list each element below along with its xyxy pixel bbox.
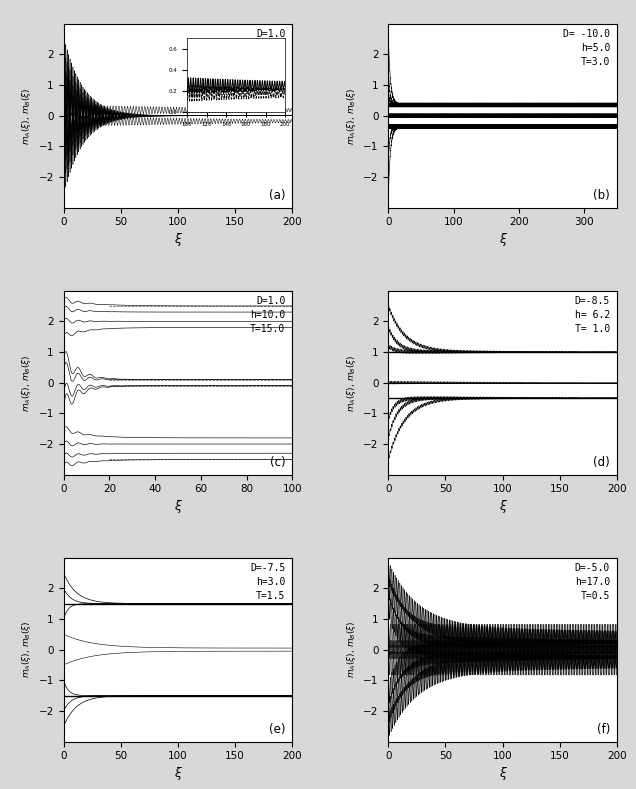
Text: D=-8.5
h= 6.2
T= 1.0: D=-8.5 h= 6.2 T= 1.0 [575,296,610,334]
Text: (a): (a) [269,189,286,202]
X-axis label: ξ: ξ [499,500,506,513]
X-axis label: ξ: ξ [499,233,506,246]
Text: D=-7.5
h=3.0
T=1.5: D=-7.5 h=3.0 T=1.5 [250,563,286,601]
Text: (f): (f) [597,724,610,736]
Text: (c): (c) [270,456,286,469]
Y-axis label: $m_A(\xi)$, $m_B(\xi)$: $m_A(\xi)$, $m_B(\xi)$ [345,621,357,679]
X-axis label: ξ: ξ [174,500,181,513]
Text: D=-5.0
h=17.0
T=0.5: D=-5.0 h=17.0 T=0.5 [575,563,610,601]
X-axis label: ξ: ξ [499,767,506,780]
Text: D= -10.0
h=5.0
T=3.0: D= -10.0 h=5.0 T=3.0 [563,29,610,67]
Y-axis label: $m_A(\xi)$, $m_B(\xi)$: $m_A(\xi)$, $m_B(\xi)$ [345,353,357,412]
Text: D=1.0
h=10.0
T=15.0: D=1.0 h=10.0 T=15.0 [250,296,286,334]
Y-axis label: $m_A(\xi)$, $m_B(\xi)$: $m_A(\xi)$, $m_B(\xi)$ [20,87,33,144]
X-axis label: ξ: ξ [174,233,181,246]
Text: D=1.0
h=30.0
T= 20: D=1.0 h=30.0 T= 20 [250,29,286,67]
Text: (d): (d) [593,456,610,469]
Text: (e): (e) [269,724,286,736]
Y-axis label: $m_A(\xi)$, $m_B(\xi)$: $m_A(\xi)$, $m_B(\xi)$ [20,353,33,412]
X-axis label: ξ: ξ [174,767,181,780]
Text: (b): (b) [593,189,610,202]
Y-axis label: $m_A(\xi)$, $m_B(\xi)$: $m_A(\xi)$, $m_B(\xi)$ [345,87,357,144]
Y-axis label: $m_A(\xi)$, $m_B(\xi)$: $m_A(\xi)$, $m_B(\xi)$ [20,621,33,679]
